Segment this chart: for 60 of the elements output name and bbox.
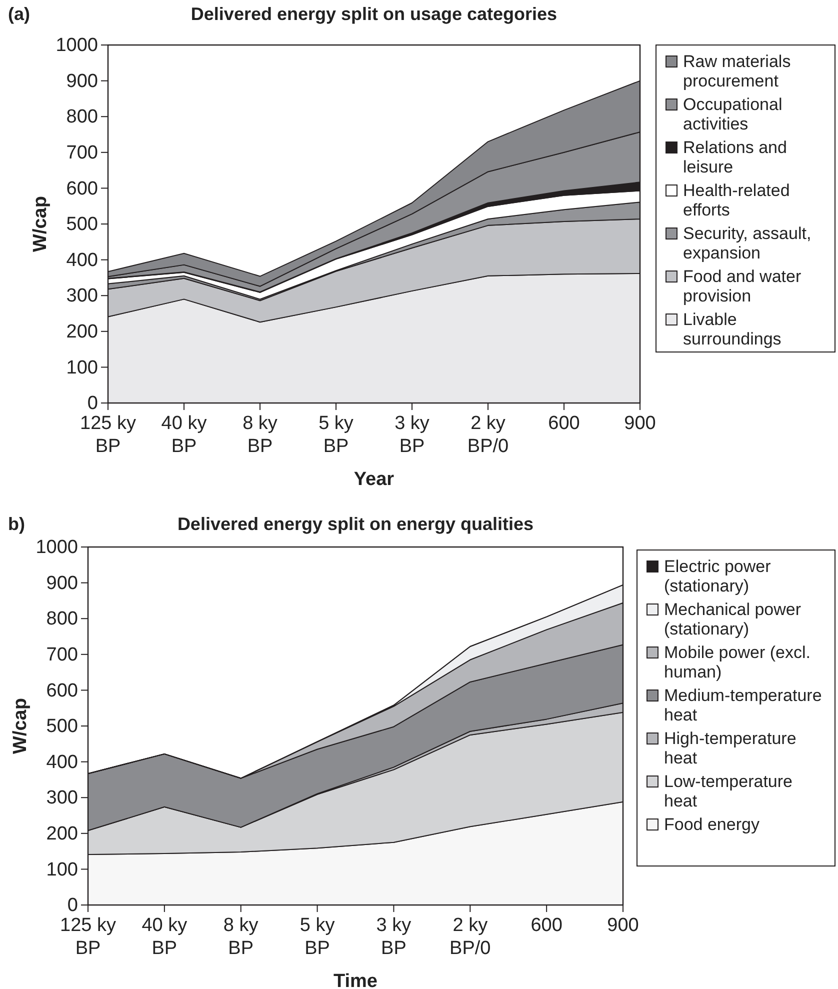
legend-label: Mechanical power (stationary) <box>664 600 802 639</box>
y-tick-label: 900 <box>46 572 78 594</box>
text: (a) <box>8 4 30 24</box>
legend-label: Raw materials procurement <box>683 52 791 91</box>
x-axis-title: Time <box>333 971 378 989</box>
y-tick-label: 400 <box>66 250 98 271</box>
y-axis-title: W/cap <box>10 698 31 754</box>
x-tick-label: 5 ky BP <box>300 915 336 959</box>
y-tick-label: 800 <box>46 608 78 630</box>
x-tick-label: 2 ky BP/0 <box>450 915 491 959</box>
x-tick-label: 600 <box>548 413 580 434</box>
legend-label: Relations and leisure <box>683 138 787 177</box>
legend-label: Occupational activities <box>683 95 782 134</box>
legend-label: Low-temperature heat <box>664 772 793 811</box>
text: b) <box>8 514 25 534</box>
chart-title: Delivered energy split on usage categories <box>190 4 558 24</box>
y-tick-label: 0 <box>67 895 78 916</box>
y-tick-label: 400 <box>46 752 78 773</box>
x-tick-label: 5 ky BP <box>318 413 354 457</box>
y-tick-label: 700 <box>46 644 78 666</box>
y-tick-label: 300 <box>46 788 78 809</box>
x-tick-label: 8 ky BP <box>242 413 278 457</box>
y-tick-label: 200 <box>46 823 78 844</box>
legend-label: Food and water provision <box>683 267 802 306</box>
y-tick-label: 1000 <box>56 35 98 56</box>
x-tick-label: 600 <box>530 915 562 936</box>
y-tick-label: 600 <box>66 178 98 200</box>
y-tick-label: 700 <box>66 142 98 164</box>
y-tick-label: 300 <box>66 286 98 307</box>
legend-label: Health-related efforts <box>683 181 790 220</box>
legend-label: Livable surroundings <box>683 310 782 349</box>
legend-label: Medium-temperature heat <box>664 686 822 725</box>
x-tick-label: 900 <box>607 915 639 936</box>
y-tick-label: 200 <box>66 321 98 342</box>
legend-label: Mobile power (excl. human) <box>664 643 810 682</box>
chart-title: Delivered energy split on energy qualities <box>177 514 534 534</box>
x-tick-label: 3 ky BP <box>394 413 430 457</box>
x-tick-label: 40 ky BP <box>142 915 188 959</box>
y-tick-label: 600 <box>46 680 78 702</box>
x-tick-label: 3 ky BP <box>376 915 412 959</box>
x-tick-label: 2 ky BP/0 <box>467 413 509 457</box>
x-axis-title: Year <box>354 469 395 490</box>
legend-label: Food energy <box>664 815 760 834</box>
y-tick-label: 900 <box>66 70 98 92</box>
legend-label: Security, assault, expansion <box>683 224 812 263</box>
x-tick-label: 8 ky BP <box>223 915 259 959</box>
y-tick-label: 500 <box>66 214 98 236</box>
y-tick-label: 1000 <box>36 537 78 558</box>
x-tick-label: 40 ky BP <box>161 413 208 457</box>
x-tick-label: 900 <box>624 413 656 434</box>
y-axis-title: W/cap <box>30 196 51 252</box>
x-tick-label: 125 ky BP <box>60 915 116 959</box>
x-tick-label: 125 ky BP <box>80 413 136 457</box>
y-tick-label: 500 <box>46 716 78 738</box>
y-tick-label: 100 <box>66 357 98 378</box>
y-tick-label: 0 <box>87 393 98 414</box>
y-tick-label: 800 <box>66 106 98 128</box>
y-tick-label: 100 <box>46 859 78 880</box>
legend-label: High-temperature heat <box>664 729 796 768</box>
legend-label: Electric power (stationary) <box>664 557 772 596</box>
